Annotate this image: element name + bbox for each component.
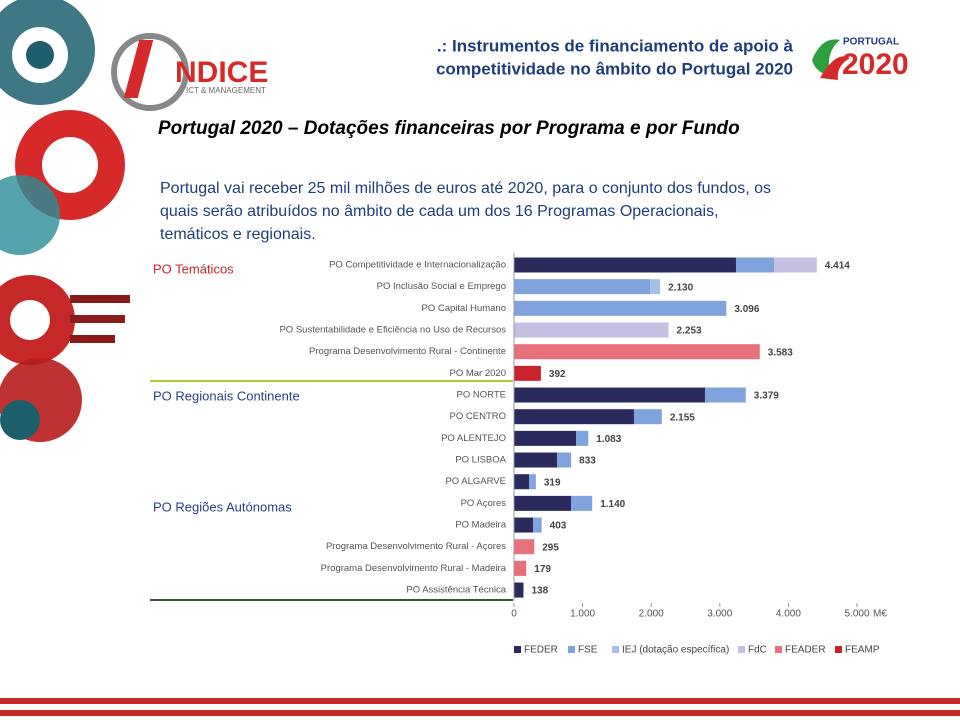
- logo-name: PORTUGAL: [843, 37, 899, 48]
- x-tick-label: 3.000: [707, 609, 732, 620]
- total-label: 2.130: [668, 282, 693, 293]
- category-label: PO ALGARVE: [445, 476, 506, 487]
- legend-label: IEJ (dotação específica): [622, 645, 729, 656]
- category-label: PO Assistência Técnica: [406, 585, 506, 596]
- legend-label: FSE: [578, 645, 598, 656]
- group-label: PO Regiões Autónomas: [153, 499, 292, 514]
- total-label: 1.140: [600, 499, 625, 510]
- category-label: PO Inclusão Social e Emprego: [377, 281, 506, 292]
- bar-segment: [514, 430, 577, 446]
- total-label: 319: [544, 477, 561, 488]
- bar-segment: [514, 474, 530, 490]
- bar-segment: [514, 387, 705, 403]
- bar-segment: [514, 300, 727, 316]
- bar-segment: [571, 495, 593, 511]
- category-label: PO Sustentabilidade e Eficiência no Uso …: [279, 325, 506, 336]
- category-label: PO Açores: [461, 498, 507, 509]
- total-label: 3.379: [754, 391, 779, 402]
- total-label: 392: [549, 369, 566, 380]
- category-label: PO Competitividade e Internacionalização: [329, 260, 506, 271]
- bar-segment: [529, 474, 536, 490]
- logo-right: PORTUGAL 2020: [812, 37, 909, 81]
- bar-segment: [576, 430, 589, 446]
- bar-segment: [514, 344, 760, 360]
- bar-segment: [735, 257, 774, 273]
- total-label: 2.155: [670, 412, 695, 423]
- bar-segment: [514, 257, 736, 273]
- legend-swatch: [738, 646, 745, 653]
- total-label: 3.583: [768, 347, 793, 358]
- total-label: 1.083: [596, 434, 621, 445]
- bar-segment: [704, 387, 746, 403]
- category-label: PO NORTE: [457, 390, 506, 401]
- body-text: Portugal vai receber 25 mil milhões de e…: [160, 180, 771, 197]
- bar-segment: [650, 279, 661, 295]
- body-text: quais serão atribuídos no âmbito de cada…: [160, 203, 719, 220]
- category-label: PO LISBOA: [455, 455, 506, 466]
- category-label: Programa Desenvolvimento Rural - Açores: [326, 541, 506, 552]
- total-label: 403: [550, 521, 567, 532]
- total-label: 3.096: [734, 304, 759, 315]
- legend-label: FdC: [748, 645, 767, 656]
- category-label: PO Mar 2020: [450, 368, 507, 379]
- total-label: 833: [579, 456, 596, 467]
- axis-unit: M€: [873, 609, 887, 620]
- legend-swatch: [568, 646, 575, 653]
- header-title: competitividade no âmbito do Portugal 20…: [436, 59, 793, 78]
- total-label: 295: [542, 542, 559, 553]
- bar-segment: [773, 257, 817, 273]
- bar-segment: [514, 365, 541, 381]
- bar-segment: [514, 517, 534, 533]
- legend-swatch: [612, 646, 619, 653]
- bar-segment: [514, 539, 535, 555]
- logo-left: NDICE ICT & MANAGEMENT: [111, 33, 268, 111]
- header-title: .: Instrumentos de financiamento de apoi…: [437, 36, 794, 55]
- body-text: temáticos e regionais.: [160, 226, 316, 243]
- category-label: PO CENTRO: [450, 411, 506, 422]
- bar-segment: [557, 452, 572, 468]
- total-label: 2.253: [677, 326, 702, 337]
- legend-label: FEADER: [785, 645, 826, 656]
- category-label: PO Capital Humano: [422, 303, 506, 314]
- x-tick-label: 0: [511, 609, 517, 620]
- group-label: PO Regionais Continente: [153, 388, 300, 403]
- bar-segment: [514, 582, 524, 598]
- total-label: 138: [531, 586, 548, 597]
- bar-segment: [514, 560, 527, 576]
- category-label: PO ALENTEJO: [441, 433, 506, 444]
- legend-swatch: [514, 646, 521, 653]
- x-tick-label: 4.000: [776, 609, 801, 620]
- bar-segment: [514, 495, 572, 511]
- total-label: 4.414: [825, 261, 850, 272]
- logo-year: 2020: [842, 48, 909, 81]
- x-tick-label: 5.000: [844, 609, 869, 620]
- slide-title: Portugal 2020 – Dotações financeiras por…: [158, 118, 740, 139]
- category-label: Programa Desenvolvimento Rural - Contine…: [309, 346, 506, 357]
- bar-segment: [514, 452, 558, 468]
- bar-segment: [514, 409, 634, 425]
- bar-segment: [514, 279, 651, 295]
- group-label: PO Temáticos: [153, 261, 234, 276]
- bar-segment: [514, 322, 669, 338]
- x-tick-label: 1.000: [570, 609, 595, 620]
- x-tick-label: 2.000: [639, 609, 664, 620]
- legend-label: FEAMP: [845, 645, 880, 656]
- legend-label: FEDER: [524, 645, 558, 656]
- total-label: 179: [534, 564, 551, 575]
- bar-segment: [533, 517, 542, 533]
- category-label: Programa Desenvolvimento Rural - Madeira: [321, 563, 507, 574]
- logo-name: NDICE: [175, 56, 268, 89]
- logo-tagline: ICT & MANAGEMENT: [186, 86, 266, 95]
- category-label: PO Madeira: [455, 520, 506, 531]
- bar-segment: [633, 409, 662, 425]
- legend-swatch: [835, 646, 842, 653]
- legend-swatch: [775, 646, 782, 653]
